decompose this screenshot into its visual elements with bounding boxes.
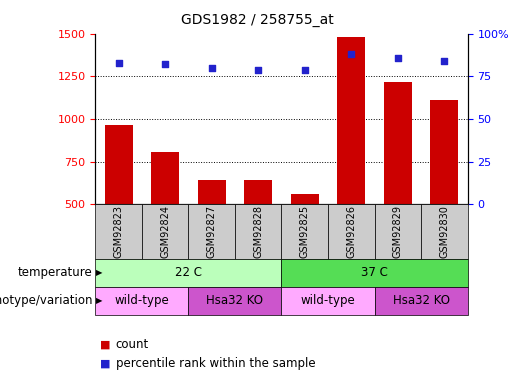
Bar (151, 152, 179, 204)
Point (161, 62, 169, 68)
Bar (431, 100, 458, 204)
Text: GSM92827: GSM92827 (207, 205, 217, 258)
Text: GSM92829: GSM92829 (393, 205, 403, 258)
Point (393, 55, 402, 61)
Text: GSM92824: GSM92824 (160, 205, 170, 258)
Text: ▶: ▶ (96, 268, 102, 278)
Text: ▶: ▶ (96, 296, 102, 305)
Point (114, 60, 123, 66)
Text: count: count (116, 339, 149, 351)
Point (301, 67, 309, 73)
Bar (198, 180, 226, 204)
Point (208, 65, 216, 71)
Point (440, 58, 449, 64)
Text: ■: ■ (100, 359, 111, 369)
Bar (244, 180, 272, 204)
Text: Hsa32 KO: Hsa32 KO (392, 294, 450, 307)
Bar (337, 37, 365, 204)
Bar (384, 82, 412, 204)
Text: GSM92830: GSM92830 (439, 205, 450, 258)
Text: ■: ■ (100, 340, 111, 350)
Text: temperature: temperature (18, 266, 93, 279)
Text: GSM92825: GSM92825 (300, 205, 310, 258)
Text: GDS1982 / 258755_at: GDS1982 / 258755_at (181, 13, 334, 27)
Point (347, 51, 355, 57)
Text: GSM92828: GSM92828 (253, 205, 263, 258)
Text: 22 C: 22 C (175, 266, 202, 279)
Text: genotype/variation: genotype/variation (0, 294, 93, 307)
Bar (291, 194, 319, 204)
Text: wild-type: wild-type (301, 294, 355, 307)
Point (254, 67, 262, 73)
Text: percentile rank within the sample: percentile rank within the sample (116, 357, 316, 370)
Text: 37 C: 37 C (361, 266, 388, 279)
Bar (105, 125, 132, 204)
Text: GSM92823: GSM92823 (113, 205, 124, 258)
Text: GSM92826: GSM92826 (346, 205, 356, 258)
Text: Hsa32 KO: Hsa32 KO (207, 294, 263, 307)
Text: wild-type: wild-type (114, 294, 169, 307)
